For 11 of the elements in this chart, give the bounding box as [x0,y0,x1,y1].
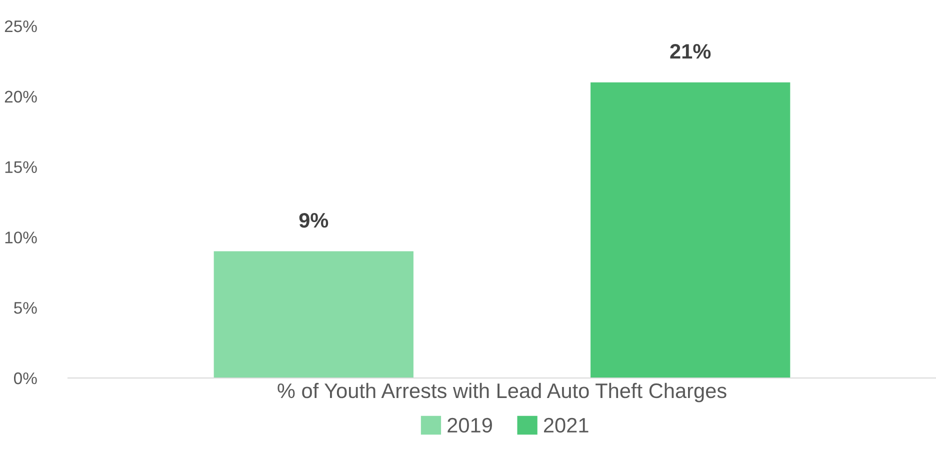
x-tick-label: % of Youth Arrests with Lead Auto Theft Charges [278,382,726,402]
legend-label: 2021 [544,418,588,433]
y-tick-label: 0% [14,372,37,384]
y-tick-label: 20% [4,90,37,103]
legend-label: 2019 [448,418,492,433]
y-tick-label: 5% [14,302,37,314]
y-tick-label: 15% [5,161,37,174]
y-tick-label: 25% [4,20,37,32]
data-label: 9% [299,212,328,228]
y-tick-label: 10% [5,232,37,244]
data-label: 21% [670,44,711,59]
